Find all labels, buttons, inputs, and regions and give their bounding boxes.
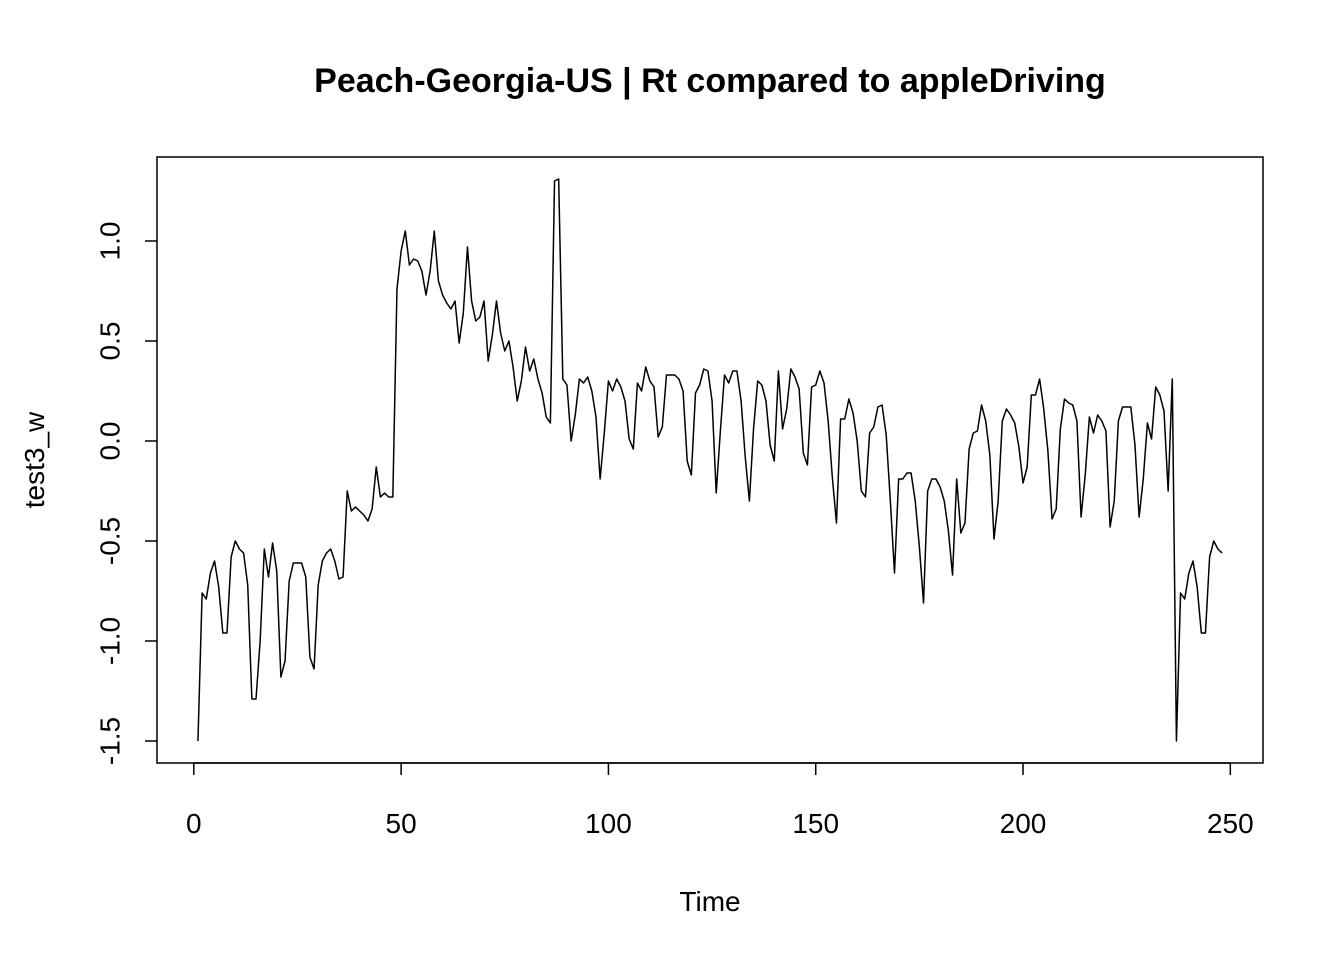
y-tick-label: -0.5 bbox=[94, 517, 125, 565]
data-line bbox=[197, 178, 1223, 742]
x-tick-label: 100 bbox=[585, 808, 632, 839]
x-tick-label: 150 bbox=[792, 808, 839, 839]
x-tick-label: 0 bbox=[186, 808, 202, 839]
x-tick-label: 50 bbox=[386, 808, 417, 839]
y-tick-label: 0.5 bbox=[94, 322, 125, 361]
y-tick-label: 0.0 bbox=[94, 422, 125, 461]
y-tick-label: -1.0 bbox=[94, 617, 125, 665]
y-tick-label: -1.5 bbox=[94, 717, 125, 765]
y-axis-label: test3_w bbox=[19, 411, 50, 508]
plot-frame bbox=[156, 156, 1264, 764]
x-tick-label: 250 bbox=[1207, 808, 1254, 839]
y-tick-label: 1.0 bbox=[94, 222, 125, 261]
x-axis-label: Time bbox=[679, 886, 740, 917]
x-tick-label: 200 bbox=[1000, 808, 1047, 839]
chart-title: Peach-Georgia-US | Rt compared to appleD… bbox=[314, 62, 1106, 100]
